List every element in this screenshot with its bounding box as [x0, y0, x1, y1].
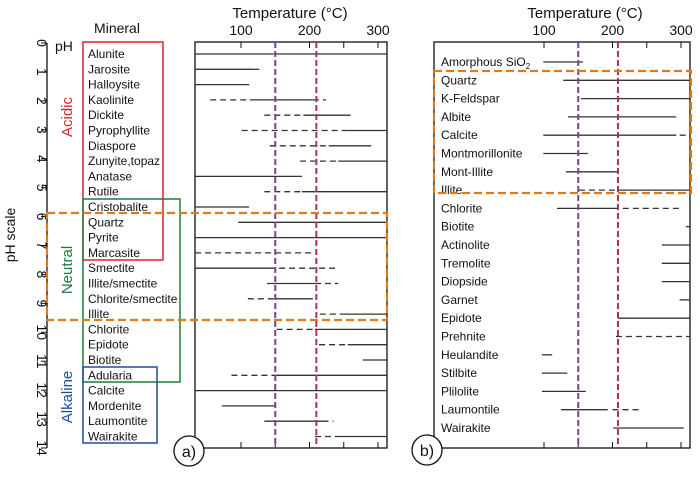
mineral-label: Prehnite	[441, 330, 486, 344]
mineral-label: Pyrite	[88, 231, 119, 245]
mineral-label: Mont-Illite	[441, 165, 493, 179]
ph-tick-label: 9	[34, 299, 50, 307]
ph-tick-label: 5	[34, 184, 50, 192]
mineral-label: Pyrophyllite	[88, 124, 150, 138]
x-tick-label: 200	[601, 22, 625, 38]
mineral-label: Illite	[441, 183, 463, 197]
x-tick-label: 100	[229, 22, 253, 38]
mineral-label: Diaspore	[88, 139, 136, 153]
mineral-label: Dickite	[88, 108, 124, 122]
group-label-acidic: Acidic	[59, 96, 76, 137]
ph-tick-label: 11	[34, 354, 50, 369]
mineral-label: Amorphous SiO2	[441, 55, 531, 71]
mineral-label: Diopside	[441, 275, 488, 289]
mineral-label: Garnet	[441, 293, 478, 307]
acidic-group-box	[82, 41, 164, 261]
mineral-label: Anatase	[88, 169, 132, 183]
x-tick-label: 300	[366, 22, 390, 38]
mineral-label: Calcite	[441, 128, 478, 142]
ph-tick-label: 8	[34, 271, 50, 279]
mineral-label: Laumontite	[88, 414, 148, 428]
mineral-label: Albite	[441, 110, 471, 124]
mineral-label: Halloysite	[88, 78, 140, 92]
mineral-label: Heulandite	[441, 348, 499, 362]
mineral-label: Chlorite	[88, 322, 130, 336]
mineral-label: Alunite	[88, 47, 125, 61]
mineral-label: Laumontile	[441, 403, 500, 417]
mineral-label: Chlorite	[441, 201, 483, 215]
ph-tick-label: 12	[34, 382, 50, 398]
mineral-label: Smectite	[88, 261, 135, 275]
x-tick-label: 300	[669, 22, 693, 38]
ph-tick-label: 13	[34, 411, 50, 427]
mineral-label: Epidote	[88, 338, 129, 352]
group-label-neutral: Neutral	[59, 246, 76, 294]
panel-a-label-circle	[173, 435, 205, 467]
mineral-label: Wairakite	[441, 421, 491, 435]
mineral-label: Biotite	[88, 353, 122, 367]
ph-tick-label: 14	[34, 440, 50, 456]
ph-scale-axis-label: pH scale	[2, 208, 18, 263]
panel-a-title: Temperature (°C)	[232, 5, 347, 22]
group-label-alkaline: Alkaline	[59, 371, 76, 424]
mineral-label: Rutile	[88, 185, 119, 199]
ph-tick-label: 10	[34, 324, 50, 340]
alkaline-group-box	[82, 366, 158, 444]
ph-tick-label: 6	[34, 213, 50, 221]
panel-b-frame	[433, 41, 691, 449]
mineral-label: Epidote	[441, 311, 482, 325]
ph-tick-label: 3	[34, 126, 50, 134]
mineral-label: Plilolite	[441, 384, 479, 398]
panel-b-label-circle	[411, 434, 443, 466]
ph-label: pH	[55, 38, 73, 54]
mineral-label: Illite	[88, 307, 110, 321]
mineral-label: Montmorillonite	[441, 147, 523, 161]
mineral-label: Illite/smectite	[88, 277, 158, 291]
mineral-label: Quartz	[88, 215, 124, 229]
ph-tick-label: 1	[34, 68, 50, 76]
ph-tick-label: 4	[34, 155, 50, 163]
panel-a-highlight-box	[45, 211, 389, 322]
mineral-column-header: Mineral	[94, 20, 140, 36]
mineral-label: Tremolite	[441, 256, 491, 270]
panel-b-label: b)	[420, 443, 434, 460]
mineral-label: Biotite	[441, 220, 475, 234]
mineral-label: Calcite	[88, 384, 125, 398]
panel-a-frame	[194, 41, 388, 449]
mineral-label: Mordenite	[88, 399, 142, 413]
mineral-label: Adularia	[88, 368, 132, 382]
mineral-label: Chlorite/smectite	[88, 292, 178, 306]
ph-tick-label: 7	[34, 242, 50, 250]
ph-tick-label: 0	[34, 39, 50, 47]
mineral-label: Actinolite	[441, 238, 490, 252]
ph-tick-label: 2	[34, 97, 50, 105]
mineral-label: Wairakite	[88, 430, 138, 444]
x-tick-label: 200	[298, 22, 322, 38]
mineral-label: Cristobalite	[88, 200, 148, 214]
neutral-group-box	[82, 198, 181, 383]
mineral-label: Stilbite	[441, 366, 477, 380]
mineral-label: K-Feldspar	[441, 92, 500, 106]
panel-a-label: a)	[182, 444, 196, 461]
mineral-label: Kaolinite	[88, 93, 134, 107]
mineral-label: Quartz	[441, 73, 477, 87]
x-tick-label: 100	[532, 22, 556, 38]
panel-b-title: Temperature (°C)	[527, 5, 642, 22]
mineral-label: Zunyite,topaz	[88, 154, 160, 168]
mineral-label: Jarosite	[88, 62, 130, 76]
panel-b-highlight-box	[432, 69, 693, 195]
mineral-label: Marcasite	[88, 246, 140, 260]
